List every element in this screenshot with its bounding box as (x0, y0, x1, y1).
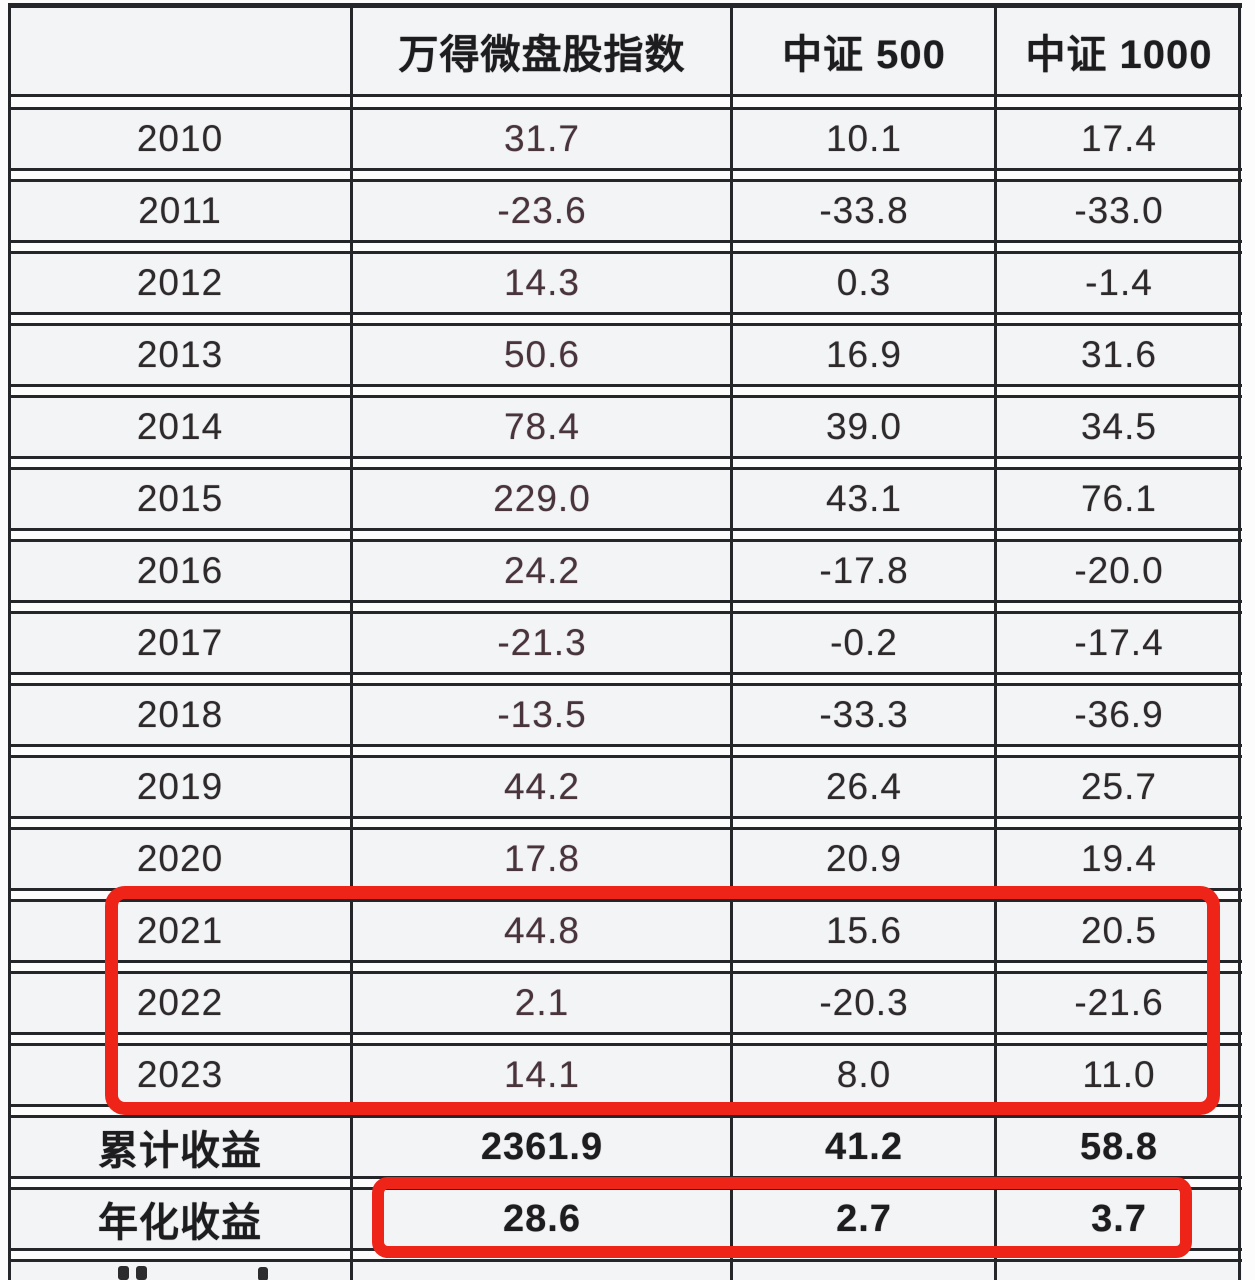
value-cell-wind-microcap: 28.6 (503, 1197, 581, 1240)
value-cell-csi1000: 20.5 (1080, 910, 1157, 951)
value-cell-csi1000: 25.7 (1080, 766, 1157, 807)
value-cell-csi500: 2.7 (836, 1197, 892, 1240)
table-row: 2021 44.8 15.6 20.5 (8, 899, 1242, 963)
table-row: 2016 24.2 -17.8 -20.0 (8, 539, 1242, 603)
partial-row-label-cell (8, 1262, 352, 1280)
value-cell-csi500: -17.8 (819, 550, 909, 591)
table-row: 累计收益 2361.9 41.2 58.8 (8, 1115, 1242, 1179)
table-row: 2014 78.4 39.0 34.5 (8, 395, 1242, 459)
row-label-cell: 2013 (136, 334, 224, 375)
value-cell-wind-microcap: 78.4 (503, 406, 580, 447)
value-cell-wind-microcap: 24.2 (503, 550, 580, 591)
value-cell-csi1000: 11.0 (1082, 1054, 1156, 1095)
value-cell-csi500: 26.4 (825, 766, 902, 807)
value-cell-csi1000: 58.8 (1080, 1125, 1158, 1168)
value-cell-csi500: -20.3 (819, 982, 909, 1023)
value-cell-csi500: 8.0 (836, 1054, 892, 1095)
value-cell-csi1000: 31.6 (1080, 334, 1157, 375)
value-cell-wind-microcap: 2361.9 (480, 1125, 604, 1168)
value-cell-wind-microcap: 44.2 (503, 766, 580, 807)
grid-vline-col1 (350, 3, 353, 1280)
value-cell-csi1000: -17.4 (1074, 622, 1164, 663)
grid-vline-col2 (730, 3, 733, 1280)
value-cell-csi1000: 34.5 (1080, 406, 1157, 447)
row-label-cell: 2014 (136, 406, 224, 447)
header-cell-wind-microcap-index: 万得微盘股指数 (398, 33, 686, 77)
value-cell-csi500: -33.8 (819, 190, 909, 231)
grid-vline-outer-left (8, 3, 11, 1280)
value-cell-wind-microcap: 229.0 (493, 478, 591, 519)
value-cell-csi1000: -36.9 (1074, 694, 1164, 735)
table-row: 2013 50.6 16.9 31.6 (8, 323, 1242, 387)
clipped-glyph-mark (136, 1266, 147, 1280)
grid-vline-outer-right (1238, 3, 1241, 1280)
grid-vline-col3 (994, 3, 997, 1280)
value-cell-wind-microcap: 44.8 (503, 910, 580, 951)
table-row: 2010 31.7 10.1 17.4 (8, 107, 1242, 171)
row-label-cell: 2021 (136, 910, 224, 951)
value-cell-wind-microcap: 50.6 (503, 334, 580, 375)
value-cell-csi1000: 76.1 (1080, 478, 1157, 519)
value-cell-wind-microcap: 17.8 (503, 838, 580, 879)
value-cell-csi1000: -1.4 (1085, 262, 1153, 303)
value-cell-csi1000: 3.7 (1091, 1197, 1147, 1240)
value-cell-csi500: 41.2 (825, 1125, 903, 1168)
value-cell-wind-microcap: 2.1 (514, 982, 570, 1023)
row-label-cell: 2010 (136, 118, 224, 159)
row-label-cell: 2020 (136, 838, 224, 879)
clipped-glyph-mark (118, 1266, 129, 1280)
table-row: 2018 -13.5 -33.3 -36.9 (8, 683, 1242, 747)
table-row: 2015 229.0 43.1 76.1 (8, 467, 1242, 531)
value-cell-csi500: 20.9 (825, 838, 902, 879)
table-row-partial-clipped (8, 1259, 1242, 1280)
row-label-cell: 2018 (136, 694, 224, 735)
row-label-cell: 2016 (136, 550, 224, 591)
table-row: 2023 14.1 8.0 11.0 (8, 1043, 1242, 1107)
table-row: 2020 17.8 20.9 19.4 (8, 827, 1242, 891)
row-label-cell: 2023 (136, 1054, 224, 1095)
value-cell-csi1000: 19.4 (1080, 838, 1157, 879)
value-cell-wind-microcap: -21.3 (497, 622, 587, 663)
value-cell-wind-microcap: 14.3 (503, 262, 580, 303)
value-cell-csi1000: -20.0 (1074, 550, 1164, 591)
value-cell-wind-microcap: 31.7 (503, 118, 580, 159)
value-cell-csi500: 43.1 (825, 478, 902, 519)
row-label-cell: 2011 (138, 190, 222, 231)
table-row: 2011 -23.6 -33.8 -33.0 (8, 179, 1242, 243)
header-cell-csi1000: 中证 1000 (1025, 33, 1213, 77)
table-row: 年化收益 28.6 2.7 3.7 (8, 1187, 1242, 1251)
header-cell-csi500: 中证 500 (782, 33, 946, 77)
table-header-row: 万得微盘股指数 中证 500 中证 1000 (8, 3, 1242, 97)
value-cell-csi500: -0.2 (830, 622, 898, 663)
table-row: 2022 2.1 -20.3 -21.6 (8, 971, 1242, 1035)
table-row: 2012 14.3 0.3 -1.4 (8, 251, 1242, 315)
value-cell-csi500: 16.9 (825, 334, 902, 375)
value-cell-csi500: 15.6 (825, 910, 902, 951)
row-label-cell: 2019 (136, 766, 224, 807)
value-cell-csi500: 10.1 (825, 118, 902, 159)
table-row: 2017 -21.3 -0.2 -17.4 (8, 611, 1242, 675)
row-label-cell: 2012 (136, 262, 224, 303)
value-cell-wind-microcap: 14.1 (503, 1054, 580, 1095)
row-label-cell: 累计收益 (98, 1129, 262, 1173)
row-label-cell: 2017 (136, 622, 224, 663)
value-cell-csi500: 39.0 (825, 406, 902, 447)
returns-table: 万得微盘股指数 中证 500 中证 1000 2010 31.7 10.1 17.4 2… (8, 3, 1242, 1280)
table-row: 2019 44.2 26.4 25.7 (8, 755, 1242, 819)
value-cell-csi500: 0.3 (836, 262, 892, 303)
value-cell-wind-microcap: -13.5 (497, 694, 587, 735)
row-label-cell: 年化收益 (98, 1201, 262, 1245)
value-cell-wind-microcap: -23.6 (497, 190, 587, 231)
table-body-summary-rows: 累计收益 2361.9 41.2 58.8 年化收益 28.6 2.7 3.7 (8, 1115, 1242, 1251)
table-body-year-rows: 2010 31.7 10.1 17.4 2011 -23.6 -33.8 -33.0 2012 1… (8, 107, 1242, 1107)
clipped-glyph-mark (258, 1267, 268, 1280)
value-cell-csi500: -33.3 (819, 694, 909, 735)
row-label-cell: 2022 (136, 982, 224, 1023)
value-cell-csi1000: -21.6 (1074, 982, 1164, 1023)
value-cell-csi1000: 17.4 (1080, 118, 1157, 159)
header-cell-empty (8, 8, 352, 94)
row-label-cell: 2015 (136, 478, 224, 519)
value-cell-csi1000: -33.0 (1074, 190, 1164, 231)
